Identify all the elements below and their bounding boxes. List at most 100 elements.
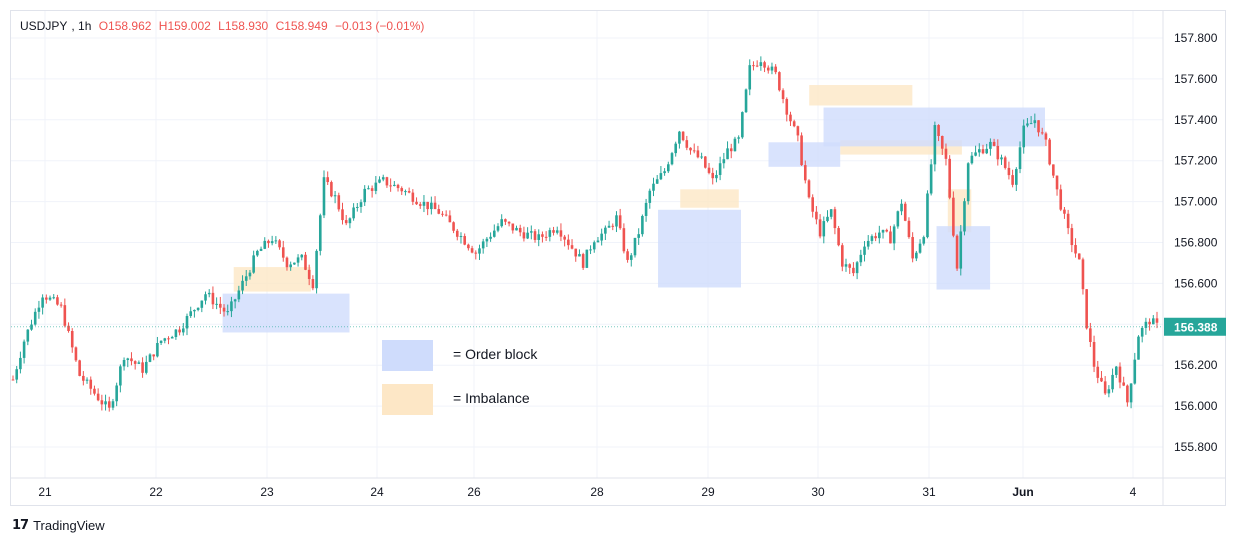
- chart-header: USDJPY, 1h O158.962 H159.002 L158.930 C1…: [20, 19, 428, 33]
- candle-body: [641, 215, 644, 235]
- candle-body: [1111, 374, 1114, 390]
- candle-body: [841, 245, 844, 267]
- candle-body: [829, 209, 833, 217]
- candle-body: [22, 341, 26, 358]
- x-tick-label: Jun: [1012, 485, 1033, 499]
- candle-body: [555, 230, 559, 233]
- candle-body: [511, 223, 515, 231]
- candle-body: [1133, 359, 1137, 384]
- candle-body: [122, 360, 126, 367]
- candle-body: [348, 218, 352, 224]
- candle-body: [615, 215, 618, 227]
- candle-body: [196, 307, 200, 310]
- candle-body: [933, 125, 937, 165]
- candle-body: [1077, 253, 1081, 260]
- candle-body: [922, 237, 926, 244]
- y-tick-label: 157.800: [1174, 31, 1218, 45]
- candle-body: [337, 195, 341, 210]
- candle-body: [637, 234, 640, 238]
- candle-body: [807, 180, 811, 198]
- grid-layer: [11, 11, 1163, 478]
- candle-body: [226, 311, 230, 313]
- candle-body: [1137, 336, 1140, 360]
- candle-body: [981, 149, 985, 154]
- chart-frame: [10, 10, 1226, 506]
- order-block-zone: [658, 209, 741, 288]
- candle-body: [167, 338, 170, 340]
- candle-body: [307, 269, 311, 280]
- candle-body: [100, 400, 104, 405]
- order-block-legend-label: = Order block: [453, 346, 538, 362]
- candle-body: [652, 183, 655, 191]
- candle-body: [193, 309, 196, 312]
- candle-body: [30, 324, 33, 330]
- candle-body: [182, 328, 185, 333]
- candle-body: [1100, 377, 1103, 382]
- candle-body: [537, 234, 541, 240]
- candle-body: [526, 232, 529, 239]
- candle-body: [522, 232, 526, 239]
- candle-body: [1118, 366, 1122, 383]
- candle-body: [681, 131, 685, 141]
- tradingview-brand[interactable]: 17 TradingView: [12, 518, 105, 533]
- candle-body: [596, 240, 600, 243]
- candle-body: [722, 159, 726, 164]
- candle-body: [966, 163, 970, 202]
- candle-body: [363, 188, 367, 203]
- candle-body: [452, 222, 455, 231]
- candle-body: [356, 206, 359, 208]
- candle-body: [230, 301, 233, 312]
- candle-body: [248, 272, 252, 277]
- candle-body: [752, 65, 755, 67]
- candle-body: [270, 241, 274, 244]
- symbol-label[interactable]: USDJPY: [20, 19, 68, 33]
- candle-body: [170, 337, 174, 339]
- candle-body: [267, 240, 270, 244]
- candle-body: [1048, 139, 1051, 165]
- candle-body: [1151, 318, 1155, 325]
- candle-body: [204, 294, 207, 301]
- candle-body: [559, 230, 563, 237]
- candle-body: [96, 393, 100, 401]
- candle-body: [726, 148, 729, 160]
- candle-body: [126, 358, 130, 361]
- candle-body: [1107, 389, 1111, 394]
- candle-body: [952, 197, 955, 236]
- candle-body: [422, 201, 426, 206]
- candle-body: [444, 214, 448, 216]
- interval-label[interactable]: , 1h: [71, 19, 92, 33]
- candle-body: [426, 201, 429, 210]
- candle-body: [507, 221, 511, 224]
- candle-body: [659, 173, 663, 180]
- candle-body: [293, 262, 296, 265]
- candle-body: [496, 226, 500, 231]
- change-value: −0.013 (−0.01%): [334, 19, 425, 33]
- candle-body: [33, 311, 37, 325]
- candle-body: [655, 179, 659, 184]
- candle-body: [881, 229, 885, 233]
- candle-body: [544, 236, 548, 238]
- candle-body: [900, 203, 903, 212]
- candle-body: [45, 297, 48, 300]
- candle-body: [874, 236, 877, 239]
- candle-body: [563, 236, 566, 240]
- candle-body: [663, 171, 666, 174]
- candle-body: [1015, 169, 1018, 185]
- candle-body: [163, 338, 167, 341]
- candle-body: [174, 329, 178, 338]
- candle-body: [1055, 175, 1059, 190]
- candle-body: [359, 202, 363, 207]
- candle-body: [570, 245, 574, 249]
- x-tick-label: 24: [370, 485, 384, 499]
- candle-body: [1081, 259, 1085, 290]
- candle-body: [689, 147, 692, 151]
- candle-body: [903, 203, 907, 221]
- candle-body: [1029, 123, 1033, 125]
- candle-body: [300, 254, 304, 258]
- candle-body: [281, 247, 285, 258]
- candle-body: [574, 248, 578, 257]
- open-value: O158.962: [98, 19, 152, 33]
- candle-body: [315, 250, 318, 289]
- candle-body: [1003, 157, 1007, 168]
